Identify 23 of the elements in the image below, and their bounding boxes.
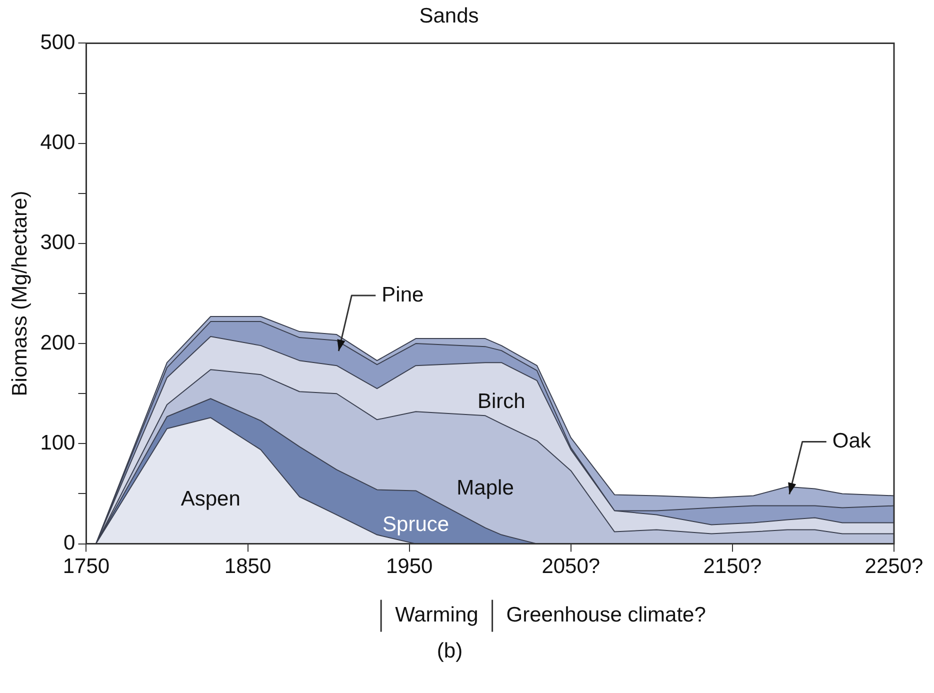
chart-title: Sands <box>419 4 479 28</box>
x-tick-label: 1950 <box>386 555 433 578</box>
text: Warming <box>395 604 478 627</box>
series-label: Birch <box>478 390 526 414</box>
series-label: Spruce <box>382 513 450 536</box>
y-tick-label: 100 <box>40 431 76 454</box>
y-tick-label: 0 <box>64 532 76 555</box>
y-tick-label: 300 <box>40 231 76 254</box>
text: Greenhouse climate? <box>506 604 706 627</box>
series-label: Oak <box>832 430 872 453</box>
y-tick-label: 200 <box>40 331 76 354</box>
x-tick-label: 2250? <box>864 555 924 578</box>
series-label: Maple <box>456 476 514 500</box>
y-tick-label: 400 <box>40 131 76 154</box>
y-tick-label: 500 <box>40 30 76 54</box>
x-tick-label: 1750 <box>62 555 110 578</box>
x-tick-label: 2050? <box>542 555 600 578</box>
x-tick-label: 1850 <box>224 555 272 578</box>
text: (b) <box>436 640 463 663</box>
x-tick-label: 2150? <box>703 555 762 578</box>
series-label: Aspen <box>180 487 240 510</box>
series-label: Pine <box>382 283 424 306</box>
y-axis-title: Biomass (Mg/hectare) <box>8 190 32 396</box>
